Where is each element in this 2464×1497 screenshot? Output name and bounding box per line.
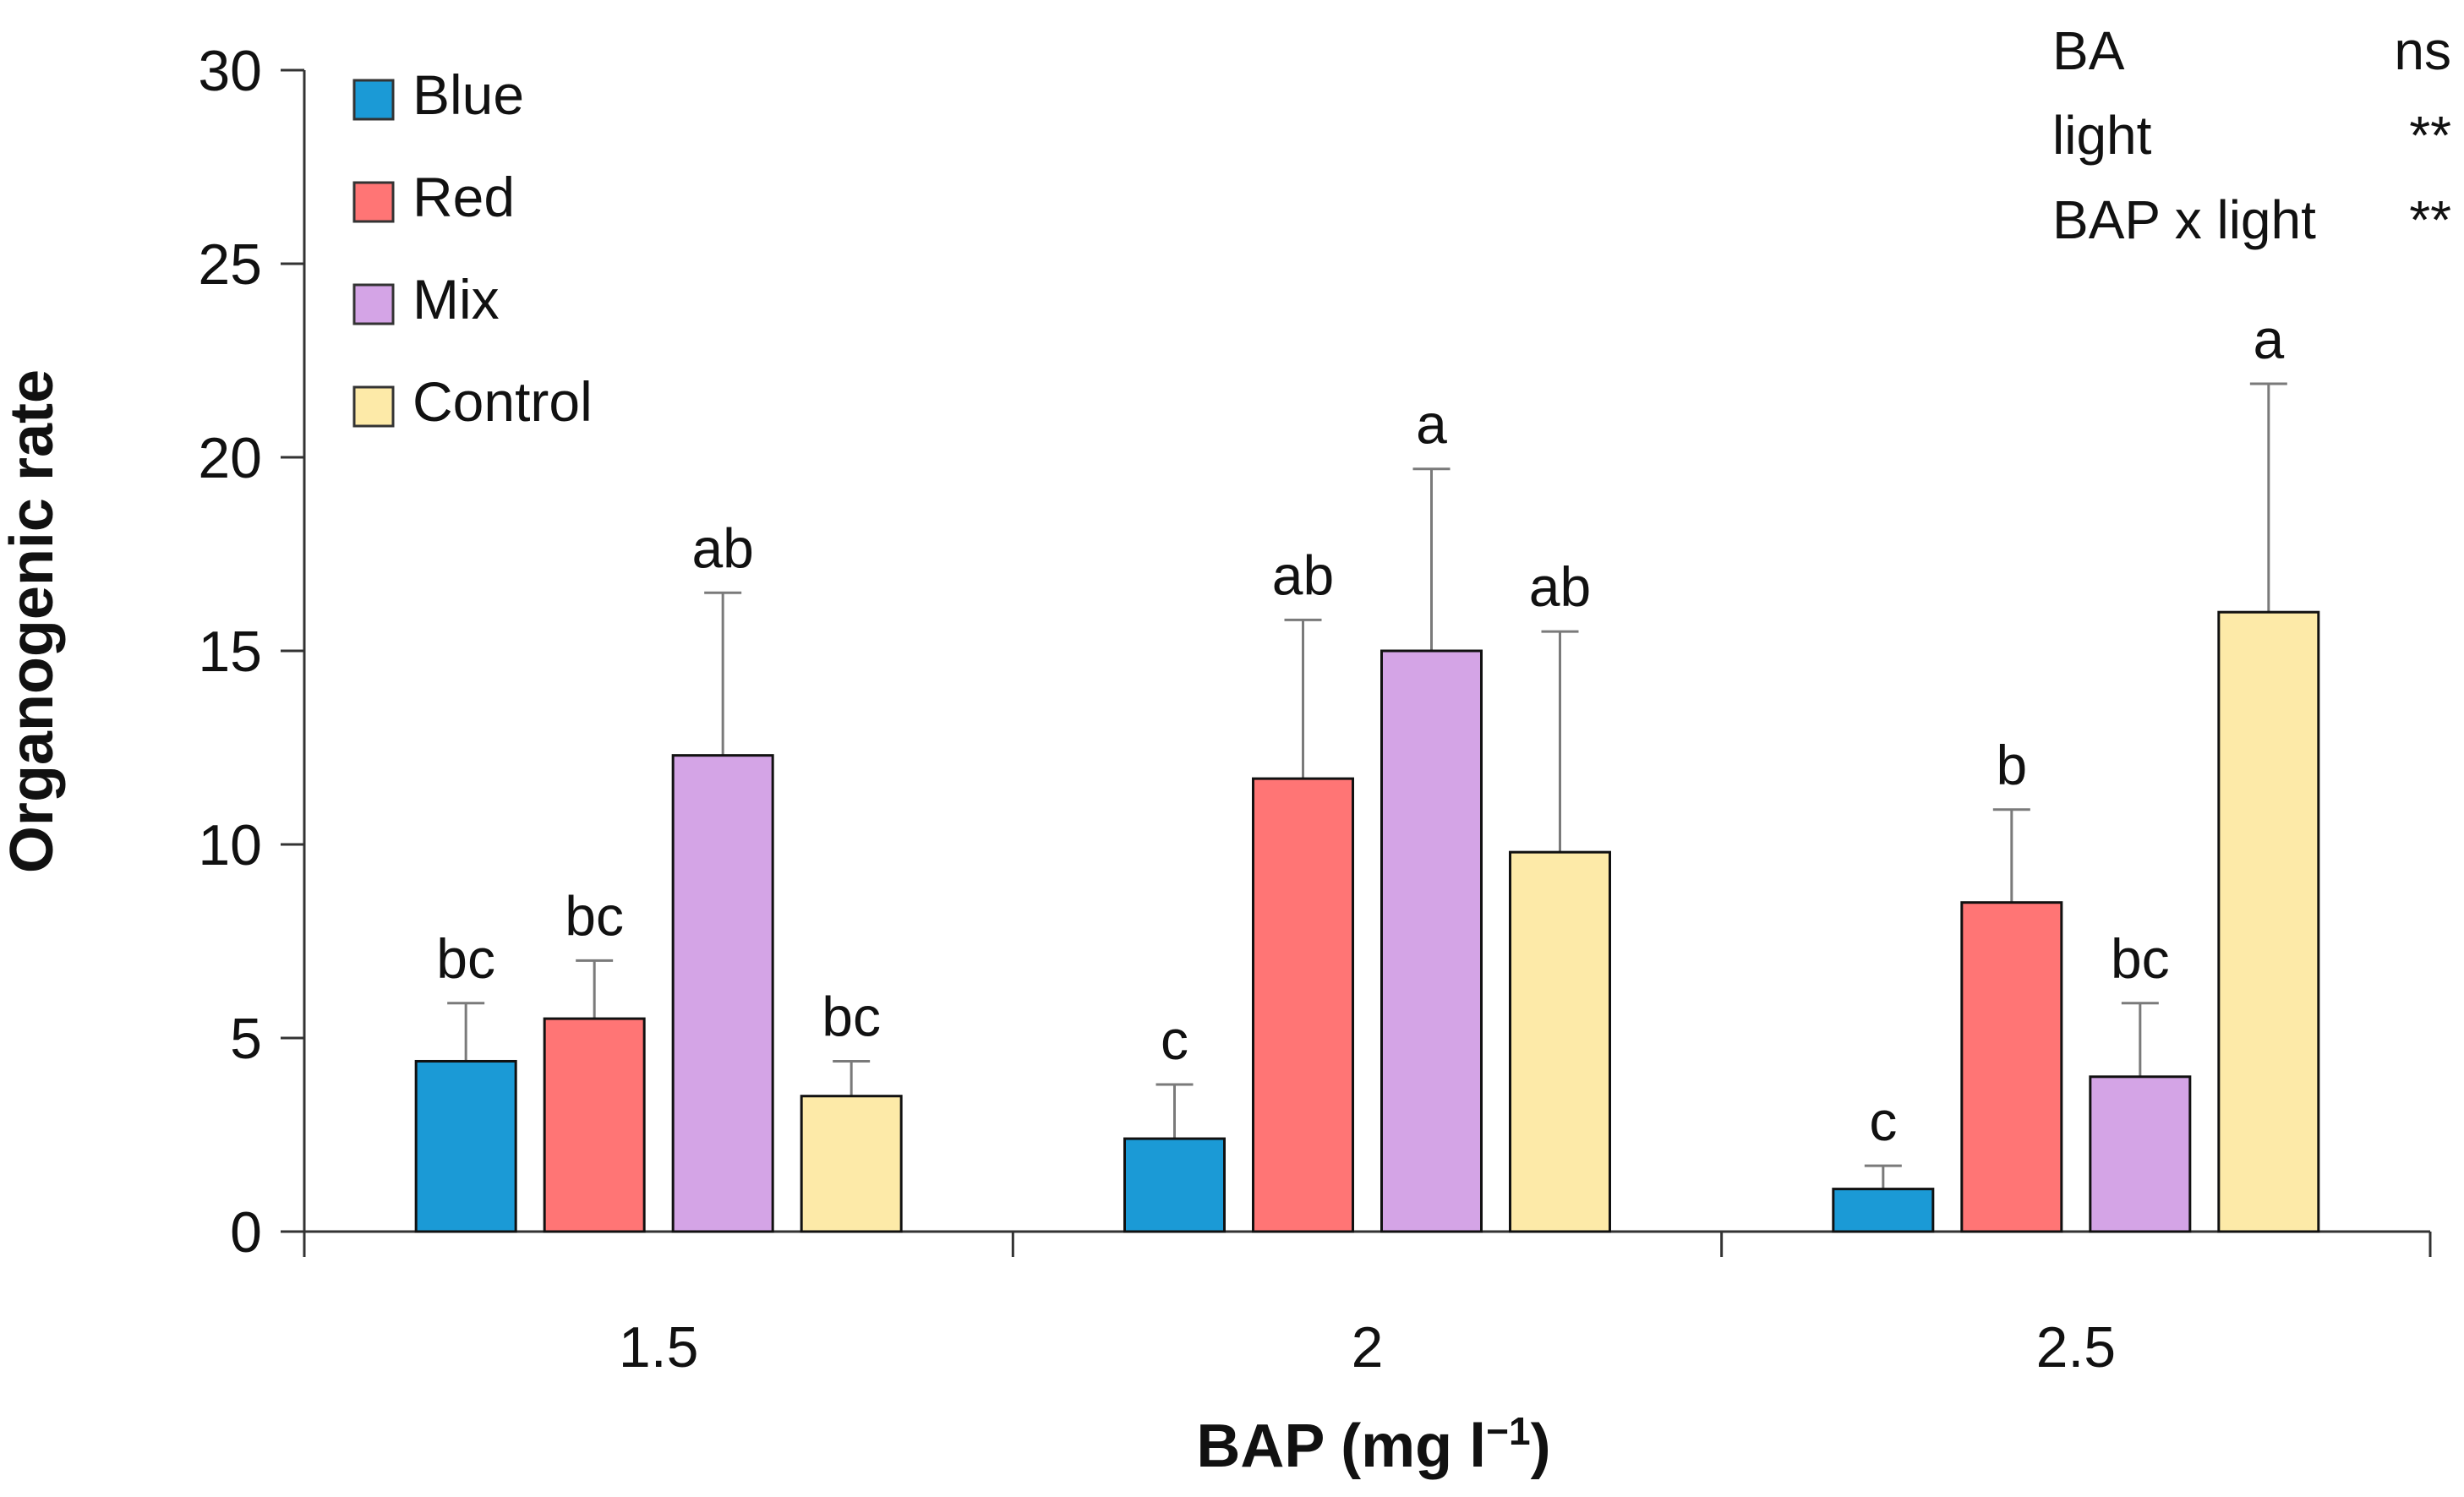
- significance-letter: b: [1996, 734, 2027, 796]
- x-tick-label: 2: [1352, 1315, 1384, 1380]
- bar-mix: [2089, 1075, 2192, 1233]
- stat-factor: light: [2052, 105, 2152, 166]
- stat-significance: **: [2409, 105, 2451, 166]
- significance-letter: ab: [1529, 555, 1591, 618]
- significance-letter: ab: [1272, 544, 1334, 606]
- significance-table: BA ns light ** BAP x light **: [2052, 20, 2451, 250]
- y-axis-title: Organogenic rate: [0, 369, 66, 873]
- bar-blue: [1832, 1188, 1935, 1233]
- y-tick-label: 30: [198, 39, 262, 103]
- legend: Blue Red Mix Control: [352, 63, 593, 433]
- bar-red: [1252, 777, 1354, 1233]
- bar-blue: [1123, 1137, 1226, 1233]
- y-tick-label: 20: [198, 426, 262, 490]
- significance-letter: a: [2253, 308, 2284, 370]
- bars-layer: [414, 382, 2320, 1233]
- bar-mix: [1380, 649, 1483, 1233]
- stat-significance: **: [2409, 189, 2451, 250]
- legend-label-red: Red: [412, 166, 515, 228]
- x-tick-label: 2.5: [2036, 1315, 2117, 1380]
- legend-swatch-control: [352, 385, 395, 428]
- x-axis-title: BAP (mg l−1): [1196, 1409, 1550, 1480]
- y-tick-label: 10: [198, 813, 262, 877]
- legend-label-mix: Mix: [412, 268, 500, 331]
- legend-swatch-red: [352, 181, 395, 223]
- legend-swatch-blue: [352, 79, 395, 121]
- legend-label-blue: Blue: [412, 63, 524, 126]
- significance-letter: ab: [691, 516, 753, 579]
- y-tick-label: 15: [198, 620, 262, 684]
- stat-factor: BA: [2052, 20, 2125, 81]
- axes-layer: [281, 68, 2432, 1257]
- bar-red: [543, 1017, 646, 1233]
- y-tick-label: 0: [230, 1200, 262, 1265]
- stat-significance: ns: [2394, 20, 2451, 81]
- significance-letter: bc: [822, 985, 881, 1047]
- bar-control: [800, 1095, 903, 1233]
- significance-letter: bc: [565, 884, 624, 947]
- legend-label-control: Control: [412, 370, 593, 433]
- y-tick-label: 25: [198, 232, 262, 297]
- x-tick-label: 1.5: [619, 1315, 699, 1380]
- significance-letter: bc: [436, 927, 495, 990]
- legend-swatch-mix: [352, 283, 395, 325]
- y-tick-label: 5: [230, 1007, 262, 1071]
- bar-control: [1509, 850, 1611, 1233]
- significance-letter: bc: [2111, 927, 2170, 990]
- significance-letter: a: [1416, 393, 1447, 456]
- significance-letter: c: [1161, 1008, 1188, 1071]
- bar-blue: [414, 1059, 517, 1233]
- bar-control: [2217, 610, 2320, 1233]
- labels-layer: 0 5 10 15 20 25 30 1.5 2 2.5 bc bc ab bc c ab a ab c b bc a: [198, 39, 2284, 1380]
- bar-mix: [671, 754, 774, 1233]
- significance-letter: c: [1869, 1090, 1897, 1152]
- stat-factor: BAP x light: [2052, 189, 2316, 250]
- bar-red: [1960, 901, 2063, 1233]
